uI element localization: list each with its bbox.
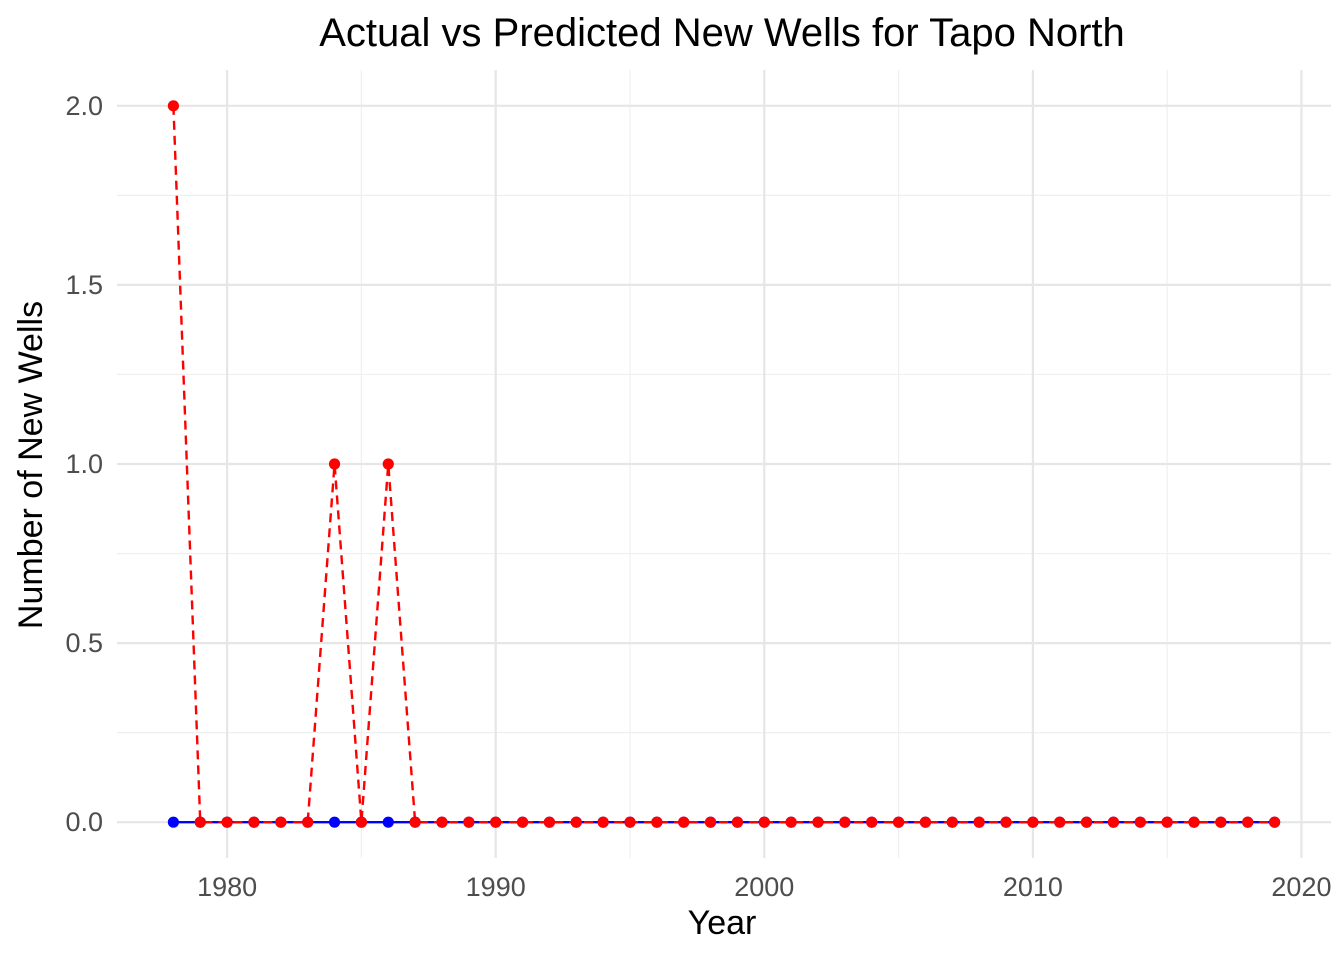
series-2-point — [543, 816, 556, 828]
x-tick-label: 2010 — [1003, 872, 1063, 902]
series-2-point — [436, 816, 448, 828]
x-tick-label: 1980 — [197, 872, 257, 902]
series-2-point — [490, 816, 502, 828]
series-2-point — [1134, 816, 1146, 828]
y-tick-label: 0.5 — [65, 628, 103, 658]
series-2-point — [1161, 816, 1173, 828]
y-tick-label: 1.0 — [65, 449, 103, 479]
x-axis-tick-labels: 1980 1990 2000 2010 2020 — [197, 872, 1331, 902]
series-2-point — [1188, 816, 1200, 828]
series-2-point — [328, 458, 341, 470]
series-2-point — [946, 816, 958, 828]
major-gridlines — [117, 70, 1331, 858]
series-2-point — [570, 816, 582, 828]
series-2-point — [1080, 816, 1093, 828]
series-2-point — [731, 816, 744, 828]
series-2-point — [1242, 816, 1254, 828]
series-2-point — [516, 816, 529, 828]
series-2-point — [704, 816, 717, 828]
series-2-point — [382, 458, 394, 470]
series-2-point — [1027, 816, 1039, 828]
series-2-point — [892, 816, 905, 828]
series-2-point — [651, 816, 663, 828]
chart-title: Actual vs Predicted New Wells for Tapo N… — [319, 11, 1125, 55]
series-2-point — [1000, 816, 1012, 828]
series-1-point — [382, 816, 394, 828]
series-2-point — [597, 816, 609, 828]
y-axis-tick-labels: 0.0 0.5 1.0 1.5 2.0 — [65, 91, 103, 837]
y-tick-label: 0.0 — [65, 807, 103, 837]
x-tick-label: 1990 — [466, 872, 526, 902]
series-2-point — [409, 816, 421, 828]
x-tick-label: 2000 — [734, 872, 794, 902]
series-2-point — [302, 816, 314, 828]
series-2-point — [758, 816, 770, 828]
series-1-point — [328, 816, 341, 828]
series-2-point — [812, 816, 824, 828]
series-2-point — [194, 816, 206, 828]
series-points — [167, 100, 1281, 828]
series-2-point — [624, 816, 636, 828]
series-2-point — [463, 816, 475, 828]
series-2-point — [1268, 816, 1281, 828]
x-tick-label: 2020 — [1271, 872, 1331, 902]
series-2-point — [866, 816, 878, 828]
series-1-point — [167, 816, 180, 828]
series-2-point — [167, 100, 180, 112]
series-2-point — [221, 816, 233, 828]
y-tick-label: 1.5 — [65, 270, 103, 300]
minor-gridlines — [117, 70, 1331, 858]
series-2-point — [275, 816, 287, 828]
series-2-point — [839, 816, 851, 828]
series-line-2 — [172, 105, 1275, 824]
series-2-point — [1107, 816, 1120, 828]
y-tick-label: 2.0 — [65, 91, 103, 121]
series-2-point — [1054, 816, 1066, 828]
series-2-point — [678, 816, 690, 828]
series-2-point — [355, 816, 368, 828]
series-2-point — [1215, 816, 1227, 828]
series-2-point — [785, 816, 797, 828]
y-axis-title: Number of New Wells — [12, 301, 50, 629]
x-axis-title: Year — [688, 904, 757, 942]
series-2-point — [248, 816, 260, 828]
series-2-point — [973, 816, 985, 828]
series-2-point — [919, 816, 932, 828]
